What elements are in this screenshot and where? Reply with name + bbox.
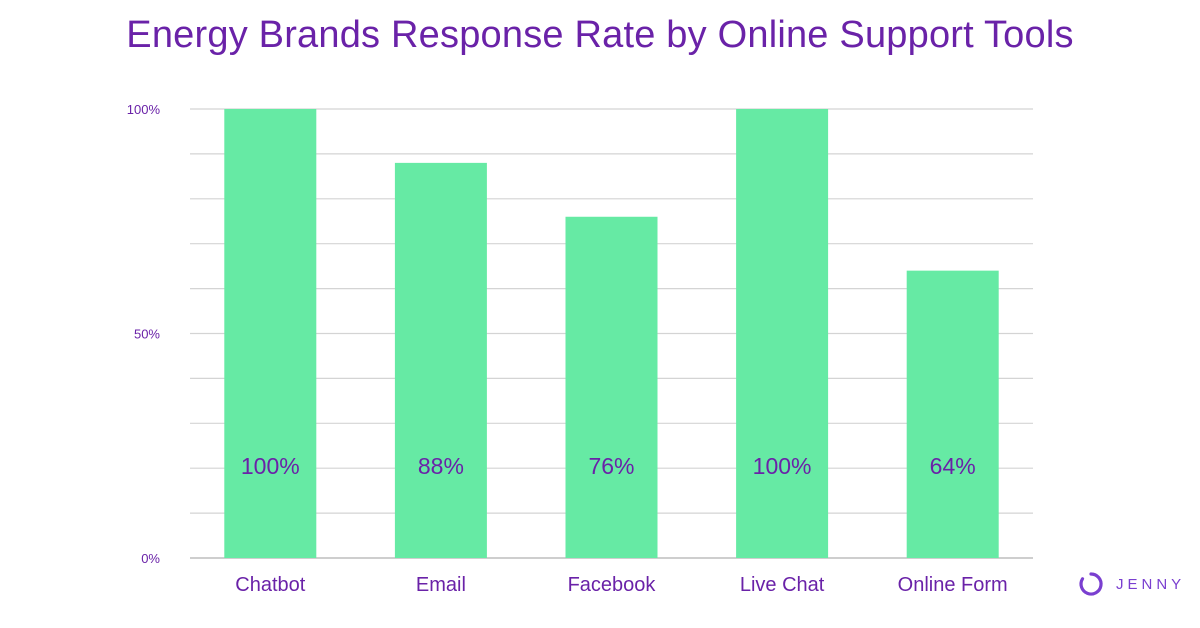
y-tick-label: 0% bbox=[141, 551, 160, 566]
brand-logo: JENNY bbox=[1078, 571, 1185, 597]
bars bbox=[224, 109, 999, 558]
x-axis-ticks: Chatbot Email Facebook Live Chat Online Form bbox=[235, 574, 1007, 596]
bar-facebook bbox=[565, 216, 658, 558]
data-labels: 100% 88% 76% 100% 64% bbox=[241, 453, 976, 479]
data-label: 76% bbox=[588, 453, 634, 479]
data-label: 64% bbox=[930, 453, 976, 479]
y-tick-label: 50% bbox=[134, 327, 160, 342]
x-tick-label: Live Chat bbox=[740, 574, 825, 596]
y-tick-label: 100% bbox=[127, 102, 161, 117]
x-tick-label: Facebook bbox=[568, 574, 657, 596]
x-tick-label: Email bbox=[416, 574, 466, 596]
x-tick-label: Online Form bbox=[898, 574, 1008, 596]
data-label: 88% bbox=[418, 453, 464, 479]
brand-name: JENNY bbox=[1116, 575, 1186, 593]
bar-online-form bbox=[906, 270, 999, 558]
bar-email bbox=[394, 162, 487, 558]
data-label: 100% bbox=[241, 453, 300, 479]
y-axis-ticks: 0% 50% 100% bbox=[127, 102, 161, 566]
x-tick-label: Chatbot bbox=[235, 574, 305, 596]
bar-chatbot bbox=[224, 109, 317, 558]
data-label: 100% bbox=[753, 453, 812, 479]
jenny-logo-icon bbox=[1079, 572, 1103, 596]
chart-title: Energy Brands Response Rate by Online Su… bbox=[126, 14, 1074, 56]
bar-live-chat bbox=[736, 109, 829, 558]
